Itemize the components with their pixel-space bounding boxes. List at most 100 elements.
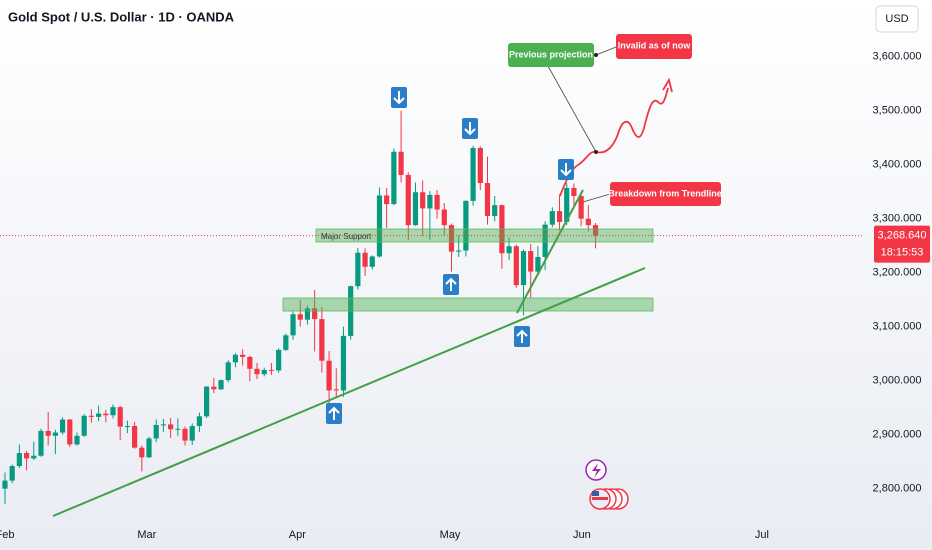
candle-body [528,251,534,272]
candle-body [283,335,289,350]
y-tick-label: 3,300.000 [873,213,922,225]
trendline [52,267,646,517]
candle-body [564,187,570,222]
x-tick-label: May [440,529,461,541]
candle-body [88,415,94,417]
x-tick-label: Feb [0,529,14,541]
y-tick-label: 2,900.000 [873,429,922,441]
candle-body [369,256,375,267]
candle-body [110,407,116,416]
candle-body [153,424,159,439]
candle-body [139,447,145,458]
candle-body [254,368,260,375]
y-tick-label: 3,100.000 [873,321,922,333]
candle-body [290,314,296,336]
candle-body [103,413,109,416]
flag-stripe [592,497,608,500]
leader-line [595,46,617,56]
candle-body [513,246,519,286]
candle-body [2,480,8,489]
candle-body [196,416,203,427]
candle-body [38,430,44,456]
candle-body [261,369,267,375]
candle-body [427,194,433,209]
candle-body [333,389,339,391]
candle-body [585,218,591,226]
currency-box[interactable] [875,5,919,33]
x-tick-label: Jun [573,529,591,541]
last-price-box [874,225,930,263]
currency: USD [885,13,908,25]
candle-body [376,195,383,257]
candle-body [448,225,455,252]
drawings: Major Support Previous projection Invali… [52,34,722,517]
candle-body [52,432,58,436]
y-tick-label: 3,500.000 [873,105,922,117]
candle-body [117,407,123,427]
support-zone [315,228,654,243]
candle-body [405,174,411,226]
candle-body [484,183,491,216]
candle-body [492,205,498,216]
candle-body [520,251,527,286]
last-price-label: 3,268.640 [878,230,927,242]
candle-body [240,354,246,357]
candle-body [247,356,253,369]
leader-dot [594,150,598,154]
y-tick-label: 3,000.000 [873,375,922,387]
y-tick-label: 3,400.000 [873,159,922,171]
support-zone [282,297,654,312]
callout-box [508,43,594,67]
axes: 2,800.000 2,900.000 3,000.000 3,100.000 3,20… [0,51,930,541]
candle-body [391,151,397,205]
candle-body [470,147,476,201]
candle-body [319,319,325,361]
candle-body [312,308,318,320]
candle-body [326,360,332,391]
candle-body [355,252,361,287]
leader-line [547,65,597,153]
candle-body [31,455,37,459]
flag-canton [592,491,599,496]
candle-body [132,426,138,448]
x-tick-label: Apr [289,529,306,541]
candle-body [304,308,311,320]
y-tick-label: 3,200.000 [873,267,922,279]
callout-text: Previous projection [509,49,593,59]
candle-body [276,349,282,371]
economic-events[interactable] [589,488,629,510]
candle-body [535,257,541,272]
candle-body [434,194,440,210]
candle-body [59,419,66,433]
callout-text: Invalid as of now [618,40,692,50]
candle-body [74,435,80,445]
candle-body [340,335,347,391]
countdown: 18:15:53 [881,247,924,259]
projection-arrowhead [662,77,673,93]
callout-box [610,182,721,206]
x-tick-label: Mar [137,529,156,541]
candle-body [578,196,584,219]
candle-body [297,314,303,320]
trendline [516,189,584,314]
candle-body [398,151,404,175]
candle-body [16,453,22,467]
candle-body [441,209,447,226]
candle-body [168,424,174,430]
candle-body [81,415,87,436]
candle-body [420,192,426,209]
candle-body [232,354,239,363]
candle-body [463,200,469,251]
candle-body [45,430,51,436]
candle-body [571,187,577,197]
candle-body [456,250,462,252]
candle-body [542,224,548,258]
candle-body [95,413,102,417]
event-glyph [592,463,601,478]
candle-body [556,211,563,222]
candle-body [477,147,483,184]
candle-body [9,466,15,481]
candle-body [592,225,599,236]
